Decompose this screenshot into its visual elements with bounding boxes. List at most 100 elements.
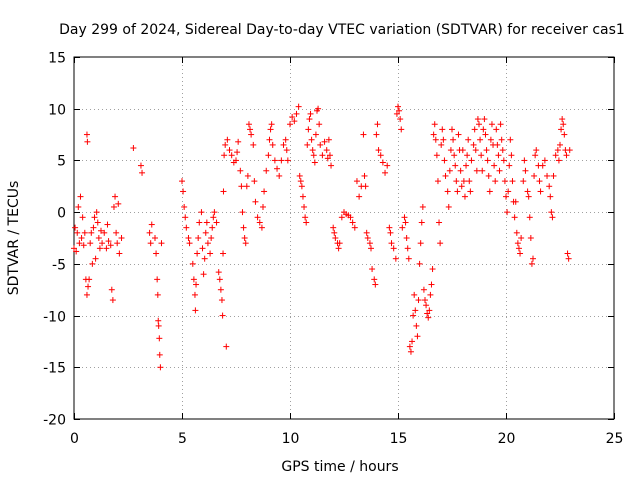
data-point: [293, 110, 300, 117]
data-point: [452, 162, 459, 169]
data-point: [85, 283, 92, 290]
data-point: [351, 224, 358, 231]
data-point: [413, 322, 420, 329]
data-point: [362, 183, 369, 190]
data-point: [282, 136, 289, 143]
data-point: [539, 162, 546, 169]
data-point: [74, 229, 81, 236]
data-point: [532, 152, 539, 159]
data-point: [226, 147, 233, 154]
data-point: [291, 118, 298, 125]
data-point: [84, 138, 91, 145]
data-point: [485, 172, 492, 179]
data-point: [422, 297, 428, 304]
data-point: [274, 165, 281, 172]
data-point: [81, 229, 88, 236]
data-point: [372, 281, 379, 288]
y-tick-label: 15: [48, 51, 66, 67]
data-point: [511, 214, 518, 221]
data-point: [260, 203, 266, 210]
data-point: [71, 245, 77, 252]
data-point: [83, 291, 90, 298]
data-point: [155, 322, 162, 329]
data-point: [419, 203, 426, 210]
data-point: [504, 209, 511, 216]
data-point: [441, 157, 448, 164]
data-point: [564, 250, 571, 257]
data-point: [179, 178, 185, 185]
data-point: [505, 188, 512, 195]
data-point: [218, 297, 225, 304]
data-point: [210, 214, 217, 221]
data-point: [228, 152, 235, 159]
data-point: [393, 110, 400, 117]
data-point: [384, 162, 391, 169]
data-point: [158, 240, 165, 247]
data-point: [426, 307, 433, 314]
data-point: [216, 276, 223, 283]
y-axis-label: SDTVAR / TECUs: [6, 181, 22, 296]
x-tick-label: 25: [606, 431, 624, 447]
data-point: [191, 291, 198, 298]
y-tick-label: -20: [43, 413, 66, 429]
y-tick-label: 0: [57, 206, 66, 222]
data-point: [440, 136, 447, 143]
data-point: [472, 147, 479, 154]
data-point: [460, 178, 467, 185]
data-point: [79, 214, 86, 221]
data-point: [430, 131, 437, 138]
data-point: [360, 131, 367, 138]
data-point: [189, 260, 196, 267]
data-point: [108, 286, 115, 293]
data-point: [109, 297, 116, 304]
data-point: [373, 131, 380, 138]
data-point: [86, 276, 93, 283]
data-point: [533, 147, 540, 154]
data-point: [492, 178, 499, 185]
data-point: [436, 219, 443, 226]
data-point: [497, 121, 504, 128]
data-point: [252, 198, 259, 205]
data-point: [566, 147, 573, 154]
data-point: [242, 240, 249, 247]
data-point: [429, 266, 436, 273]
data-point: [397, 116, 404, 123]
data-point: [513, 229, 520, 236]
data-point: [410, 312, 417, 319]
data-point: [563, 152, 570, 159]
data-point: [201, 255, 208, 262]
data-point: [217, 286, 224, 293]
data-point: [461, 193, 468, 200]
data-point: [453, 178, 460, 185]
data-point: [326, 152, 333, 159]
data-point: [156, 335, 163, 342]
y-tick-label: -15: [43, 361, 66, 377]
data-point: [220, 188, 227, 195]
data-point: [550, 172, 557, 179]
data-point: [395, 103, 401, 110]
data-point: [531, 172, 538, 179]
data-point: [459, 147, 466, 154]
data-point: [88, 229, 95, 236]
data-point: [156, 351, 163, 358]
data-point: [478, 152, 485, 159]
data-point: [451, 152, 458, 159]
data-point: [445, 203, 452, 210]
data-point: [425, 314, 432, 321]
data-point: [555, 157, 562, 164]
data-point: [363, 229, 370, 236]
data-point: [409, 338, 416, 345]
data-point: [361, 172, 368, 179]
data-point: [541, 157, 548, 164]
x-axis-label: GPS time / hours: [281, 459, 398, 475]
data-point: [243, 183, 250, 190]
data-point: [486, 188, 493, 195]
data-point: [548, 209, 555, 216]
data-point: [308, 136, 315, 143]
data-point: [289, 113, 296, 120]
data-point: [521, 157, 528, 164]
data-point: [105, 238, 112, 245]
data-point: [98, 227, 104, 234]
chart-title: Day 299 of 2024, Sidereal Day-to-day VTE…: [59, 22, 625, 38]
data-point: [146, 229, 153, 236]
